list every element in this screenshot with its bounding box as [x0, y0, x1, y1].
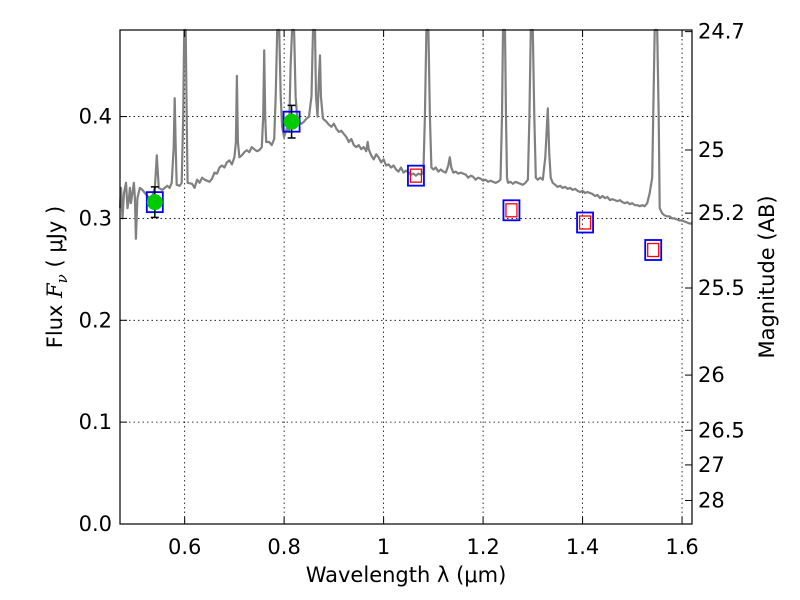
y-ticks: 0.0 0.1 0.2 0.3 0.4	[79, 105, 127, 536]
x-axis-label: Wavelength λ (μm)	[306, 563, 507, 587]
x-tick-label: 1	[377, 535, 390, 559]
y2-ticks: 24.7 25 25.2 25.5 26 26.5 27 28	[685, 20, 745, 512]
y2-tick-label: 24.7	[698, 20, 745, 44]
y2-tick-label: 25.2	[698, 201, 745, 225]
x-tick-label: 0.8	[267, 535, 300, 559]
model-band-box-outer	[576, 211, 594, 234]
model-band-box-inner	[409, 168, 423, 183]
y-tick-label: 0.3	[79, 206, 112, 230]
grid	[120, 30, 692, 525]
y2-axis-label: Magnitude (AB)	[755, 195, 779, 358]
y-tick-label: 0.0	[79, 512, 112, 536]
plot-frame	[119, 29, 693, 525]
y-tick-label: 0.4	[79, 105, 112, 129]
y-tick-label: 0.2	[79, 308, 112, 332]
model-band-box-inner	[647, 242, 660, 258]
x-tick-label: 1.4	[566, 535, 599, 559]
sed-curve-layer	[118, 28, 692, 240]
markers-layer	[145, 104, 663, 261]
y-tick-label: 0.1	[79, 410, 112, 434]
y2-tick-label: 25.5	[698, 276, 745, 300]
observed-point	[283, 113, 300, 130]
model-band-box-outer	[407, 164, 425, 187]
x-tick-label: 1.2	[466, 535, 499, 559]
x-tick-label: 0.6	[168, 535, 201, 559]
model-band-box-inner	[505, 203, 518, 218]
y2-tick-label: 25	[698, 138, 725, 162]
y2-tick-label: 27	[698, 453, 725, 477]
y2-tick-label: 28	[698, 488, 725, 512]
y2-tick-label: 26	[698, 363, 725, 387]
x-tick-label: 1.6	[665, 535, 698, 559]
model-band-box-outer	[502, 199, 521, 222]
x-ticks: 0.6 0.8 1 1.2 1.4 1.6	[168, 30, 699, 559]
observed-point	[146, 194, 163, 211]
sed-model-line	[118, 28, 692, 240]
y-axis-label: Flux Fν ( μJy )	[43, 206, 71, 348]
model-band-box-outer	[644, 239, 663, 261]
y2-tick-label: 26.5	[698, 418, 745, 442]
model-band-box-inner	[578, 215, 592, 230]
